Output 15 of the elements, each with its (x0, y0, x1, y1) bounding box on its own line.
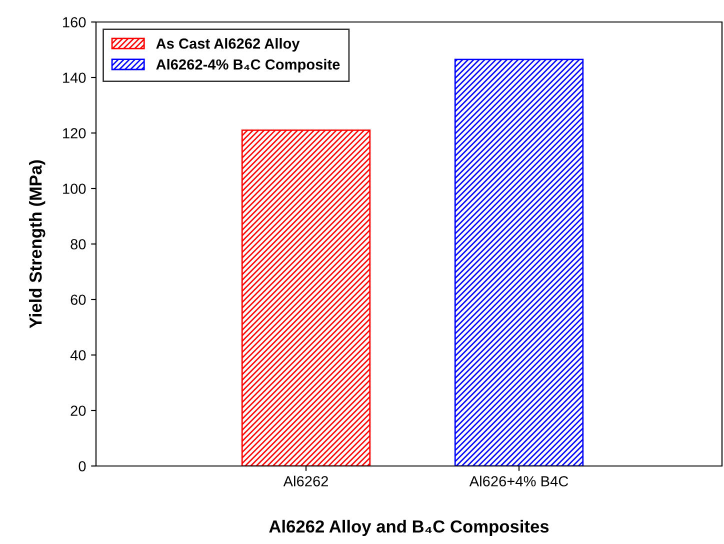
y-tick-label: 160 (63, 17, 86, 28)
x-tick-label: Al6262 (283, 476, 328, 486)
y-tick-label: 120 (63, 128, 86, 138)
y-tick-label: 60 (70, 294, 86, 305)
y-tick-label: 140 (63, 72, 86, 83)
x-axis-title: Al6262 Alloy and B₄C Composites (269, 520, 549, 536)
y-tick-label: 0 (78, 461, 86, 472)
y-tick-label: 80 (70, 239, 86, 250)
legend-label: As Cast Al6262 Alloy (156, 38, 300, 52)
legend-label: Al6262-4% B₄C Composite (156, 58, 340, 73)
y-axis-title: Yield Strength (MPa) (29, 160, 46, 328)
x-tick-label: Al626+4% B4C (469, 476, 568, 486)
y-tick-label: 100 (63, 184, 86, 194)
y-tick-label: 40 (70, 350, 86, 360)
y-tick-label: 20 (70, 406, 86, 416)
